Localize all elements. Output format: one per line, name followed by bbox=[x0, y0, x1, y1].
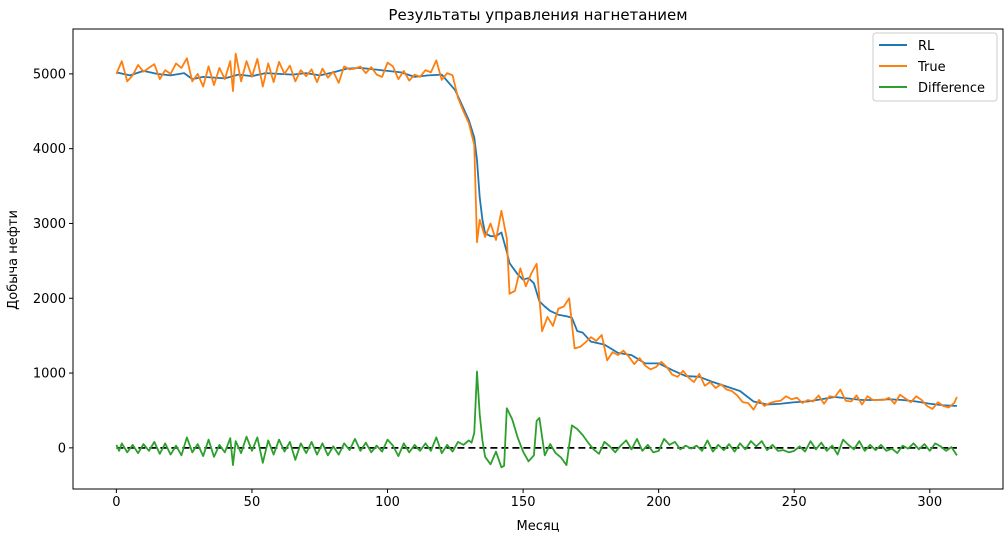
y-axis-label: Добыча нефти bbox=[6, 210, 21, 310]
plot-area bbox=[115, 52, 958, 469]
y-tick-label: 2000 bbox=[33, 292, 66, 307]
series-line-difference bbox=[115, 370, 958, 469]
y-tick-label: 3000 bbox=[33, 217, 66, 232]
x-tick-label: 150 bbox=[511, 495, 536, 510]
x-axis-label: Месяц bbox=[516, 519, 559, 534]
legend-label-true: True bbox=[917, 60, 946, 75]
x-tick-label: 0 bbox=[112, 495, 120, 510]
legend-box bbox=[872, 32, 998, 102]
x-tick-label: 300 bbox=[917, 495, 942, 510]
plot-frame bbox=[72, 28, 1004, 490]
legend: RL True Difference bbox=[872, 32, 998, 102]
y-tick-label: 1000 bbox=[33, 367, 66, 382]
legend-label-rl: RL bbox=[918, 39, 935, 54]
y-tick-label: 4000 bbox=[33, 142, 66, 157]
legend-label-difference: Difference bbox=[918, 81, 985, 96]
y-tick-label: 5000 bbox=[33, 67, 66, 82]
series-line-true bbox=[115, 52, 958, 411]
x-tick-label: 250 bbox=[782, 495, 807, 510]
x-tick-label: 50 bbox=[244, 495, 261, 510]
series-line-rl bbox=[116, 66, 957, 407]
chart-title: Результаты управления нагнетанием bbox=[388, 6, 687, 24]
x-tick-label: 100 bbox=[375, 495, 400, 510]
x-tick-label: 200 bbox=[646, 495, 671, 510]
y-tick-label: 0 bbox=[58, 441, 66, 456]
